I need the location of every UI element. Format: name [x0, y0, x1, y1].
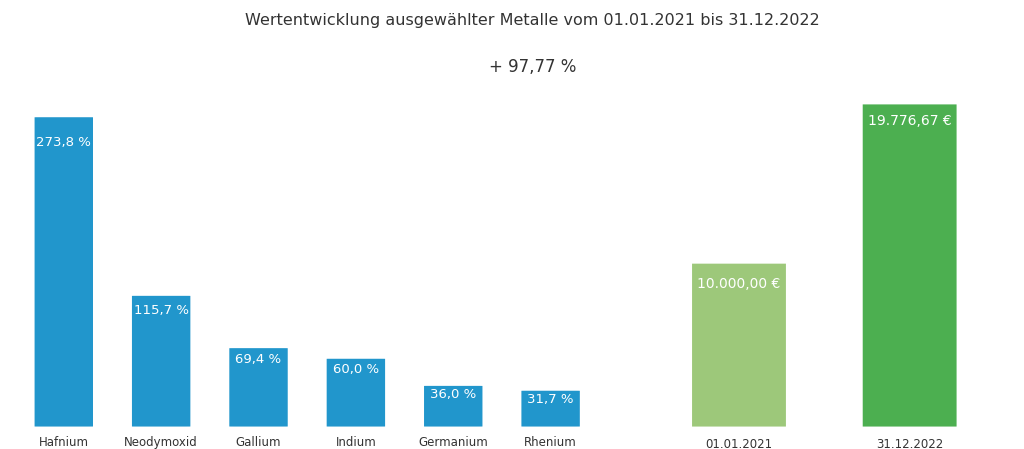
Bar [327, 359, 385, 427]
Bar [132, 296, 190, 427]
Text: 19.776,67 €: 19.776,67 € [868, 114, 951, 128]
FancyBboxPatch shape [862, 105, 956, 427]
Text: Rhenium: Rhenium [524, 436, 577, 449]
Bar [35, 117, 93, 427]
Text: 10.000,00 €: 10.000,00 € [697, 277, 780, 291]
FancyBboxPatch shape [692, 264, 786, 427]
Bar [424, 386, 482, 427]
Text: Hafnium: Hafnium [39, 436, 89, 449]
Text: 69,4 %: 69,4 % [236, 353, 282, 366]
FancyBboxPatch shape [229, 348, 288, 427]
FancyBboxPatch shape [35, 117, 93, 427]
Text: Gallium: Gallium [236, 436, 282, 449]
FancyBboxPatch shape [424, 386, 482, 427]
Text: 01.01.2021: 01.01.2021 [706, 438, 772, 449]
Text: 60,0 %: 60,0 % [333, 363, 379, 376]
FancyBboxPatch shape [521, 391, 580, 427]
Text: 31.12.2022: 31.12.2022 [876, 438, 943, 449]
Bar [521, 391, 580, 427]
Text: Germanium: Germanium [419, 436, 488, 449]
Text: Indium: Indium [336, 436, 376, 449]
Text: 36,0 %: 36,0 % [430, 388, 476, 401]
Text: Wertentwicklung ausgewählter Metalle vom 01.01.2021 bis 31.12.2022: Wertentwicklung ausgewählter Metalle vom… [245, 13, 820, 28]
Text: Neodymoxid: Neodymoxid [124, 436, 198, 449]
Text: 31,7 %: 31,7 % [527, 393, 573, 406]
FancyBboxPatch shape [327, 359, 385, 427]
Bar [229, 348, 288, 427]
Text: + 97,77 %: + 97,77 % [488, 58, 577, 76]
Text: 115,7 %: 115,7 % [134, 304, 188, 317]
Text: 273,8 %: 273,8 % [37, 136, 91, 149]
FancyBboxPatch shape [132, 296, 190, 427]
